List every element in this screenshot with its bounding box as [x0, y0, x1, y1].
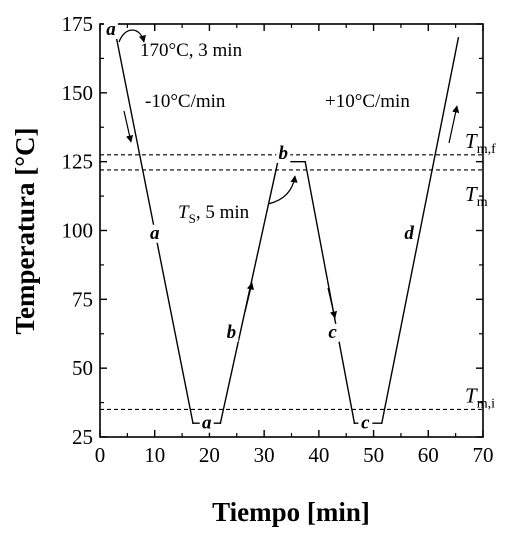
y-tick-label: 75 [72, 287, 93, 311]
reference-line-label-sub: m,i [477, 396, 495, 411]
segment-label-bg [325, 323, 340, 342]
segment-label-bg [224, 323, 239, 342]
reference-line-label: Tm,i [465, 383, 495, 411]
reference-line-label: Tm,f [465, 129, 496, 157]
segment-label: c [328, 322, 337, 343]
segment-label: a [150, 223, 160, 244]
reference-line-label-sub: m [477, 195, 488, 210]
series-point [304, 160, 306, 163]
series-point [353, 422, 356, 425]
annotation-cooling-rate: -10°C/min [145, 91, 226, 112]
reference-line-label-main: T [465, 383, 478, 407]
reference-line-label-sub: m,f [477, 142, 496, 157]
segment-label: b [279, 143, 289, 164]
y-tick-label: 150 [62, 81, 94, 105]
x-tick-label: 50 [363, 443, 384, 467]
annotation-hold-top: 170°C, 3 min [140, 40, 243, 61]
y-tick-label: 50 [72, 356, 93, 380]
reference-line-label: Tm [465, 182, 488, 210]
x-tick-label: 60 [418, 443, 439, 467]
ts-rest: , 5 min [196, 202, 250, 223]
ts-main: T [178, 202, 190, 223]
ts-sub: S [189, 211, 196, 226]
y-axis-label: Temperatura [°C] [10, 127, 40, 334]
segment-label-bg [199, 414, 214, 433]
x-axis-label: Tiempo [min] [212, 497, 370, 527]
callout-arrow-hold-top [118, 29, 146, 43]
y-tick-label: 25 [72, 425, 93, 449]
direction-arrow-b [244, 282, 254, 313]
series-point [219, 422, 222, 425]
segment-label-bg [358, 414, 373, 433]
reference-line-label-main: T [465, 129, 478, 153]
reference-line-label-main: T [465, 182, 478, 206]
segment-label-bg [147, 224, 162, 243]
x-tick-label: 0 [95, 443, 106, 467]
x-tick-label: 70 [473, 443, 494, 467]
series-point [380, 422, 383, 425]
y-tick-label: 100 [62, 219, 94, 243]
segment-label: a [202, 413, 212, 434]
direction-arrow-a [123, 110, 134, 143]
segment-label-bg [276, 144, 291, 163]
y-tick-label: 125 [62, 150, 94, 174]
segment-label: b [227, 322, 237, 343]
x-tick-label: 40 [308, 443, 329, 467]
annotation-ts-hold: TS, 5 min [178, 202, 250, 226]
annotation-heating-rate: +10°C/min [325, 91, 410, 112]
direction-arrow-c [327, 287, 338, 319]
segment-label-bg [402, 224, 417, 243]
y-tick-label: 175 [62, 12, 94, 36]
direction-arrow-d [448, 105, 460, 144]
x-tick-label: 10 [144, 443, 165, 467]
series-point [457, 36, 460, 39]
segment-label: a [106, 19, 116, 40]
x-tick-label: 20 [199, 443, 220, 467]
series-point [192, 422, 194, 425]
x-tick-label: 30 [254, 443, 275, 467]
segment-label-bg [103, 21, 118, 40]
segment-label: c [361, 413, 370, 434]
callout-arrow-ts [267, 175, 298, 205]
segment-label: d [404, 223, 414, 244]
